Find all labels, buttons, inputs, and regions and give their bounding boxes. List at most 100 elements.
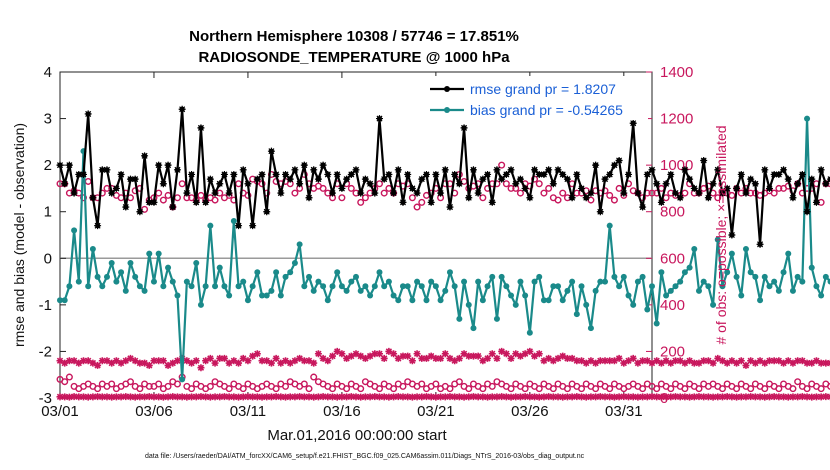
data-point-star	[709, 180, 717, 188]
data-point	[329, 352, 337, 360]
data-point	[756, 393, 764, 401]
data-point	[254, 269, 261, 276]
data-point	[442, 287, 449, 294]
data-point	[545, 184, 553, 192]
data-point-star	[220, 170, 228, 178]
data-point-star	[441, 166, 449, 174]
data-point-star	[310, 166, 318, 174]
data-point	[803, 359, 811, 367]
data-point-star	[620, 189, 628, 197]
data-point-star	[291, 166, 299, 174]
data-point	[277, 359, 285, 367]
data-point	[390, 393, 398, 401]
data-point-star	[329, 189, 337, 197]
data-point-star	[164, 161, 172, 169]
data-point-star	[578, 184, 586, 192]
data-point	[244, 297, 251, 304]
data-point	[489, 273, 496, 280]
data-point-star	[390, 189, 398, 197]
data-point	[375, 180, 383, 188]
data-point	[277, 393, 285, 401]
data-point	[460, 393, 468, 401]
data-point	[610, 357, 618, 365]
data-point	[413, 203, 421, 211]
data-point-star	[188, 170, 196, 178]
data-point	[399, 283, 406, 290]
data-point	[366, 393, 374, 401]
data-point-star	[662, 180, 670, 188]
data-point	[390, 350, 398, 358]
data-point	[469, 393, 477, 401]
data-point	[155, 393, 163, 401]
data-point	[765, 357, 773, 365]
data-point	[178, 180, 186, 188]
data-point	[602, 278, 609, 285]
data-point	[249, 352, 257, 360]
data-point-star	[812, 198, 820, 206]
data-point	[418, 354, 426, 362]
data-point	[291, 393, 299, 401]
data-point	[404, 283, 411, 290]
data-point	[676, 357, 684, 365]
y-tick-label-left: -3	[39, 390, 52, 407]
data-point	[502, 393, 510, 401]
data-point-star	[723, 184, 731, 192]
data-point-star	[216, 180, 224, 188]
data-point	[757, 297, 764, 304]
data-point	[249, 283, 256, 290]
data-point-star	[155, 161, 163, 169]
data-point	[592, 287, 599, 294]
data-point	[535, 385, 543, 393]
data-point	[610, 393, 618, 401]
data-point	[263, 292, 270, 299]
data-point	[784, 393, 792, 401]
data-point	[122, 393, 130, 401]
data-point	[375, 350, 383, 358]
data-point	[366, 352, 374, 360]
data-point-star	[253, 175, 261, 183]
data-point	[653, 357, 661, 365]
data-point	[615, 393, 623, 401]
data-point	[197, 364, 205, 372]
data-point	[376, 269, 383, 276]
y-tick-label-right: 1000	[660, 157, 693, 174]
data-point-star	[568, 194, 576, 202]
data-point	[554, 196, 562, 204]
data-point-star	[159, 180, 167, 188]
data-point-star	[535, 170, 543, 178]
data-point	[79, 194, 87, 202]
data-point	[225, 385, 233, 393]
x-tick-label: 03/11	[230, 403, 266, 420]
data-point	[188, 385, 196, 393]
data-point	[465, 393, 473, 401]
data-point	[704, 393, 712, 401]
data-point	[789, 385, 797, 393]
data-point	[592, 385, 600, 393]
data-point	[126, 378, 134, 386]
data-point	[817, 385, 825, 393]
data-point	[206, 393, 214, 401]
data-point	[94, 385, 102, 393]
data-point	[70, 393, 78, 401]
data-point-star	[714, 166, 722, 174]
data-point-star	[671, 189, 679, 197]
data-point-star	[516, 175, 524, 183]
data-point	[620, 273, 627, 280]
data-point	[179, 376, 186, 383]
data-point	[493, 393, 501, 401]
data-point	[658, 269, 665, 276]
data-point	[131, 393, 139, 401]
data-point	[592, 393, 600, 401]
data-point	[253, 393, 261, 401]
data-point	[606, 357, 614, 365]
data-point	[559, 297, 566, 304]
data-point	[671, 357, 679, 365]
data-point-star	[103, 166, 111, 174]
data-point-star	[94, 222, 102, 230]
data-point	[98, 357, 106, 365]
data-point	[770, 357, 778, 365]
data-point	[569, 278, 576, 285]
data-point	[357, 393, 365, 401]
data-point	[164, 382, 172, 390]
data-point	[526, 347, 534, 355]
